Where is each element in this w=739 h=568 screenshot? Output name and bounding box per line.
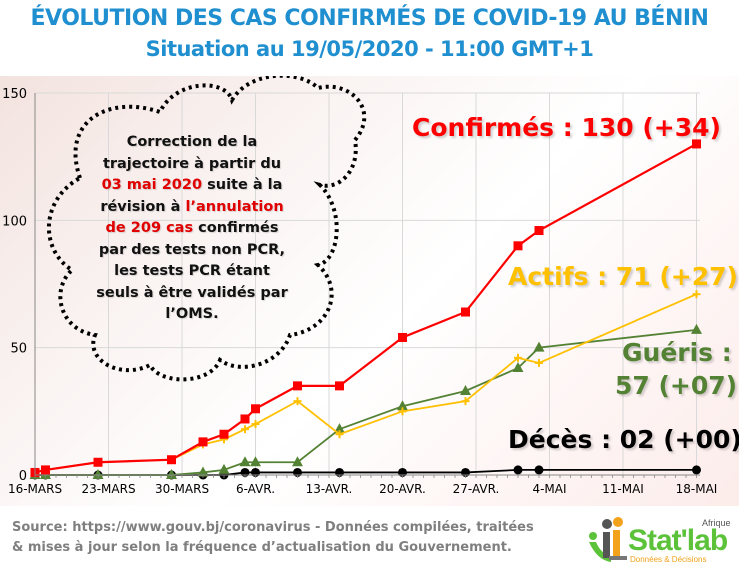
background-virus-image xyxy=(0,76,739,506)
source-line-2: & mises à jour selon la fréquence d’actu… xyxy=(12,540,512,555)
svg-text:16-MARS: 16-MARS xyxy=(8,482,62,496)
line-chart: 0 50 100 150 16-MARS 23-MARS 30-MARS 6-AVR. 13-A… xyxy=(2,76,717,496)
svg-text:20-AVR.: 20-AVR. xyxy=(379,482,426,496)
source-line-1: Source: https://www.gouv.bj/coronavirus … xyxy=(12,520,534,535)
svg-text:30-MARS: 30-MARS xyxy=(155,482,209,496)
label-deces: Décès : 02 (+00) xyxy=(508,425,739,454)
svg-text:100: 100 xyxy=(2,214,27,229)
svg-text:0: 0 xyxy=(19,469,27,484)
logo-afrique: Afrique xyxy=(702,518,731,528)
logo-wordmark: Stat'lab xyxy=(628,524,728,557)
gridlines xyxy=(35,92,700,475)
thought-cloud-outline xyxy=(47,76,367,382)
source-note: Source: https://www.gouv.bj/coronavirus … xyxy=(12,518,534,558)
svg-text:50: 50 xyxy=(10,342,27,357)
logo-tagline: Données & Décisions xyxy=(630,555,707,564)
label-gueris-line1: Guéris : xyxy=(622,338,732,367)
label-actifs: Actifs : 71 (+27) xyxy=(508,262,738,291)
chart-subtitle: Situation au 19/05/2020 - 11:00 GMT+1 xyxy=(145,37,594,61)
correction-annotation: Correction de la trajectoire à partir du… xyxy=(96,134,288,322)
svg-text:13-AVR.: 13-AVR. xyxy=(306,482,353,496)
svg-text:23-MARS: 23-MARS xyxy=(81,482,135,496)
svg-text:11-MAI: 11-MAI xyxy=(602,482,644,496)
svg-text:4-MAI: 4-MAI xyxy=(532,482,566,496)
svg-text:6-AVR.: 6-AVR. xyxy=(236,482,275,496)
label-gueris-line2: 57 (+07) xyxy=(615,371,738,400)
chart-title: ÉVOLUTION DES CAS CONFIRMÉS DE COVID-19 … xyxy=(30,6,709,31)
axes: 0 50 100 150 16-MARS 23-MARS 30-MARS 6-AVR. 13-A… xyxy=(2,87,717,496)
statlab-logo: Afrique Stat'lab Données & Décisions xyxy=(585,516,735,564)
label-confirmes: Confirmés : 130 (+34) xyxy=(412,113,721,142)
statlab-logo-icon xyxy=(589,517,627,562)
svg-text:18-MAI: 18-MAI xyxy=(676,482,718,496)
svg-text:150: 150 xyxy=(2,87,27,102)
svg-text:27-AVR.: 27-AVR. xyxy=(453,482,500,496)
